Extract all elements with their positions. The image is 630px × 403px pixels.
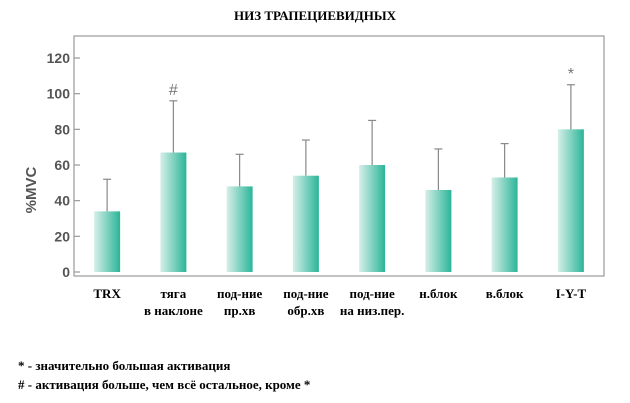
x-axis-labels: TRX тяга в наклоне под-ние пр.хв под-ние обр.х… [93,286,586,318]
bar [94,211,121,272]
y-tick-label: 60 [54,157,70,173]
footnote-star: * - значительно большая активация [18,358,231,373]
y-tick-label: 40 [54,193,70,209]
significance-marker: # [169,82,178,99]
x-tick-label: пр.хв [224,303,256,318]
significance-marker: * [568,66,574,83]
x-tick-label: н.блок [419,286,458,301]
bar [425,189,452,272]
chart-title: НИЗ ТРАПЕЦИЕВИДНЫХ [233,8,397,23]
bar [359,165,386,272]
x-tick-label: под-ние [217,286,263,301]
bars-group: #* [94,66,584,272]
y-tick-label: 100 [47,86,71,102]
bar [160,152,187,272]
bar [557,129,584,272]
x-tick-label: под-ние [349,286,395,301]
y-axis-label: %MVC [23,166,40,213]
x-tick-label: в.блок [486,286,524,301]
x-tick-label: I-Y-T [556,286,587,301]
x-tick-label: под-ние [283,286,329,301]
bar [292,175,319,272]
x-tick-label: TRX [93,286,121,301]
y-axis: 0 20 40 60 80 100 120 [47,50,80,280]
x-tick-label: тяга [161,286,187,301]
footnote-hash: # - активация больше, чем всё остальное,… [18,377,311,392]
bar [226,186,253,272]
plot-frame [73,35,605,277]
y-tick-label: 80 [54,121,70,137]
y-tick-label: 0 [62,264,70,280]
x-tick-label: на низ.пер. [340,303,404,318]
x-tick-label: в наклоне [144,303,203,318]
bar [491,177,518,272]
y-tick-label: 20 [54,228,70,244]
y-tick-label: 120 [47,50,71,66]
x-tick-label: обр.хв [287,303,324,318]
